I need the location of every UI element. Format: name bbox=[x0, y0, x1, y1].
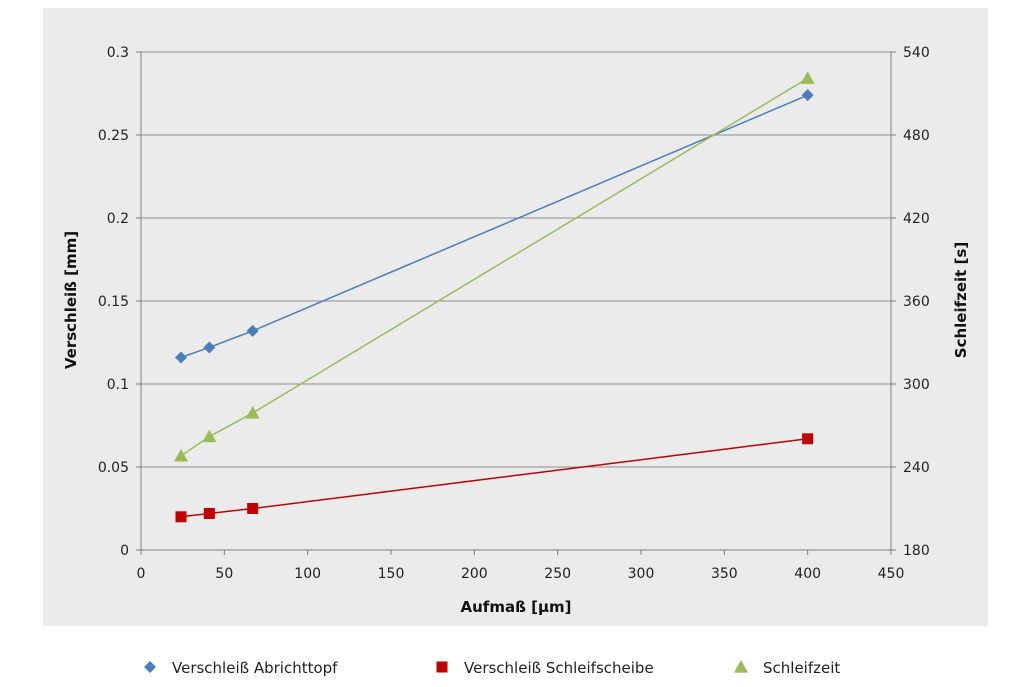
x-tick-label: 450 bbox=[878, 566, 905, 582]
x-axis-title: Aufmaß [µm] bbox=[461, 598, 572, 616]
x-tick-label: 50 bbox=[215, 566, 233, 582]
y-tick-label: 0.05 bbox=[98, 460, 129, 476]
series-layer bbox=[174, 71, 815, 523]
legend-label: Schleifzeit bbox=[763, 659, 840, 677]
y2-tick-label: 300 bbox=[903, 377, 930, 393]
series-line bbox=[180, 77, 809, 457]
series-line bbox=[180, 94, 808, 359]
chart-background bbox=[43, 8, 988, 626]
y-tick-label: 0 bbox=[120, 543, 129, 559]
gridlines bbox=[141, 51, 891, 468]
data-point bbox=[175, 511, 187, 523]
data-point bbox=[203, 507, 215, 519]
y2-tick-label: 480 bbox=[903, 128, 930, 144]
y2-tick-label: 360 bbox=[903, 294, 930, 310]
data-point bbox=[175, 351, 187, 364]
data-point bbox=[245, 406, 260, 419]
legend-item: Verschleiß Schleifscheibe bbox=[436, 659, 654, 677]
y2-tick-label: 420 bbox=[903, 211, 930, 227]
y-axis-title: Verschleiß [mm] bbox=[62, 231, 80, 369]
y-tick-label: 0.3 bbox=[107, 45, 129, 61]
legend-label: Verschleiß Schleifscheibe bbox=[464, 659, 654, 677]
y2-tick-label: 240 bbox=[903, 460, 930, 476]
data-point bbox=[202, 429, 217, 443]
legend-label: Verschleiß Abrichttopf bbox=[172, 659, 338, 677]
x-tick-label: 100 bbox=[294, 566, 321, 582]
tick-labels: 0 50 100 150 200 250 300 350 400 450 0 0.05 0.1 0.15 0… bbox=[98, 45, 930, 582]
legend-item: Verschleiß Abrichttopf bbox=[144, 659, 338, 677]
y-tick-label: 0.2 bbox=[107, 211, 129, 227]
legend-marker bbox=[144, 661, 156, 673]
x-tick-label: 150 bbox=[378, 566, 405, 582]
axes bbox=[136, 51, 896, 555]
legend-marker bbox=[436, 661, 448, 673]
data-point bbox=[174, 448, 188, 462]
legend-item: Schleifzeit bbox=[734, 659, 840, 677]
y2-axis-title: Schleifzeit [s] bbox=[952, 242, 970, 358]
y-tick-label: 0.1 bbox=[107, 377, 129, 393]
x-tick-label: 250 bbox=[544, 566, 571, 582]
legend: Verschleiß Abrichttopf Verschleiß Schleif… bbox=[144, 659, 840, 677]
x-tick-label: 350 bbox=[711, 566, 738, 582]
legend-marker bbox=[734, 660, 748, 673]
data-point bbox=[801, 89, 814, 102]
x-tick-label: 200 bbox=[461, 566, 488, 582]
data-point bbox=[203, 341, 216, 354]
data-point bbox=[802, 433, 814, 445]
x-tick-label: 0 bbox=[137, 566, 146, 582]
data-point bbox=[247, 503, 259, 514]
x-tick-label: 300 bbox=[628, 566, 655, 582]
series-line bbox=[180, 438, 808, 518]
x-tick-label: 400 bbox=[794, 566, 821, 582]
y-tick-label: 0.15 bbox=[98, 294, 129, 310]
y2-tick-label: 180 bbox=[903, 543, 930, 559]
data-point bbox=[800, 71, 815, 84]
y2-tick-label: 540 bbox=[903, 45, 930, 61]
data-point bbox=[246, 324, 259, 337]
y-tick-label: 0.25 bbox=[98, 128, 129, 144]
